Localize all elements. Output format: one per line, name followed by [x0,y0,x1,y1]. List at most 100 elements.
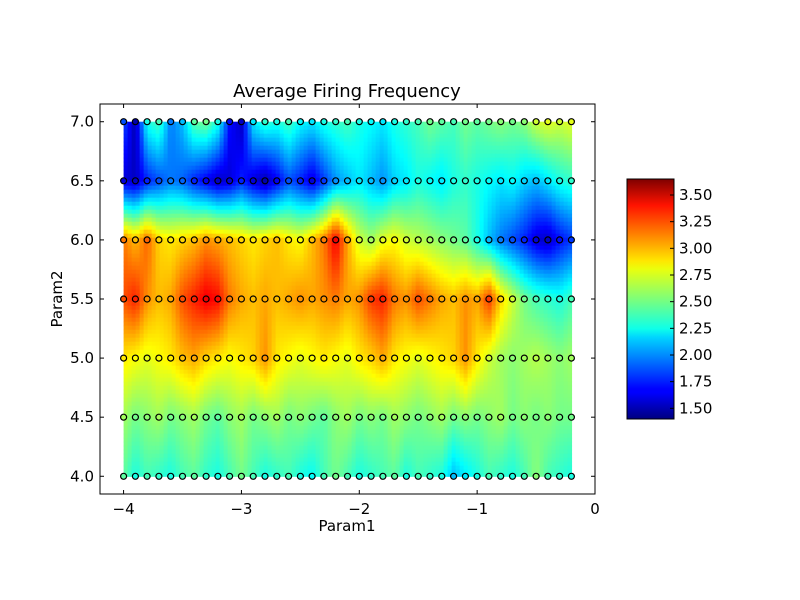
heatmap-cell [291,257,297,263]
heatmap-cell [175,293,181,299]
heatmap-cell [487,149,493,155]
heatmap-cell [367,213,373,219]
heatmap-cell [251,197,257,203]
heatmap-cell [147,293,153,299]
heatmap-cell [267,177,273,183]
heatmap-cell [367,229,373,235]
heatmap-cell [423,281,429,287]
heatmap-cell [547,173,553,179]
heatmap-cell [483,165,489,171]
heatmap-cell [515,157,521,163]
heatmap-cell [359,261,365,267]
heatmap-cell [267,237,273,243]
heatmap-cell [275,125,281,131]
heatmap-cell [447,253,453,259]
heatmap-cell [291,209,297,215]
heatmap-cell [563,253,569,259]
heatmap-cell [411,249,417,255]
heatmap-cell [255,169,261,175]
heatmap-cell [163,185,169,191]
heatmap-cell [203,253,209,259]
heatmap-cell [507,157,513,163]
heatmap-cell [479,225,485,231]
heatmap-cell [367,145,373,151]
heatmap-cell [451,281,457,287]
heatmap-cell [475,145,481,151]
heatmap-cell [135,257,141,263]
heatmap-cell [427,277,433,283]
heatmap-cell [203,141,209,147]
heatmap-cell [399,189,405,195]
heatmap-cell [423,189,429,195]
heatmap-cell [287,165,293,171]
heatmap-cell [519,153,525,159]
heatmap-cell [543,253,549,259]
heatmap-cell [255,137,261,143]
heatmap-cell [355,169,361,175]
heatmap-cell [267,137,273,143]
heatmap-cell [147,281,153,287]
heatmap-cell [503,273,509,279]
heatmap-cell [299,245,305,251]
heatmap-cell [291,237,297,243]
heatmap-cell [423,185,429,191]
heatmap-cell [135,157,141,163]
heatmap-cell [375,285,381,291]
heatmap-cell [231,157,237,163]
heatmap-cell [427,157,433,163]
heatmap-cell [507,229,513,235]
heatmap-cell [143,129,149,135]
heatmap-cell [171,181,177,187]
heatmap-cell [551,277,557,283]
heatmap-cell [447,201,453,207]
heatmap-cell [299,149,305,155]
heatmap-cell [255,185,261,191]
heatmap-cell [227,273,233,279]
heatmap-cell [471,253,477,259]
heatmap-cell [431,221,437,227]
heatmap-cell [271,169,277,175]
heatmap-cell [243,277,249,283]
heatmap-cell [543,165,549,171]
heatmap-cell [251,129,257,135]
heatmap-cell [443,145,449,151]
heatmap-cell [523,209,529,215]
heatmap-cell [303,233,309,239]
heatmap-cell [179,221,185,227]
heatmap-cell [555,129,561,135]
heatmap-cell [343,289,349,295]
heatmap-cell [227,153,233,159]
heatmap-cell [195,297,201,303]
heatmap-cell [395,233,401,239]
heatmap-cell [227,193,233,199]
heatmap-cell [339,297,345,303]
heatmap-cell [299,141,305,147]
heatmap-cell [551,125,557,131]
heatmap-cell [351,161,357,167]
heatmap-cell [219,161,225,167]
heatmap-cell [235,173,241,179]
heatmap-cell [355,269,361,275]
heatmap-cell [511,225,517,231]
heatmap-cell [407,253,413,259]
heatmap-cell [415,273,421,279]
heatmap-cell [395,185,401,191]
heatmap-cell [455,173,461,179]
heatmap-cell [123,153,129,159]
heatmap-cell [295,157,301,163]
heatmap-cell [163,125,169,131]
heatmap-cell [259,153,265,159]
heatmap-cell [227,217,233,223]
heatmap-cell [159,137,165,143]
heatmap-cell [475,153,481,159]
heatmap-cell [459,257,465,263]
heatmap-cell [151,277,157,283]
heatmap-cell [219,237,225,243]
heatmap-cell [335,285,341,291]
heatmap-cell [375,169,381,175]
heatmap-cell [539,185,545,191]
heatmap-cell [419,273,425,279]
heatmap-cell [367,257,373,263]
heatmap-cell [235,181,241,187]
heatmap-cell [515,217,521,223]
